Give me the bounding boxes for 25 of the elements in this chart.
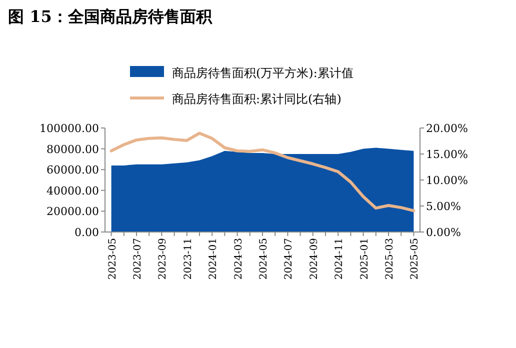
x-tick-label: 2024-03 xyxy=(233,238,244,280)
x-tick-label: 2023-11 xyxy=(182,238,194,280)
y-tick-label: 60000.00 xyxy=(46,164,99,177)
x-tick-label: 2024-05 xyxy=(258,238,270,280)
x-tick-label: 2025-05 xyxy=(410,238,421,280)
y-tick-label: 100000.00 xyxy=(40,122,99,135)
y2-tick-label: 0.00% xyxy=(426,226,461,239)
x-tick-label: 2024-11 xyxy=(334,238,346,280)
x-tick-label: 2024-07 xyxy=(284,238,295,280)
x-tick-label: 2025-03 xyxy=(384,238,396,280)
x-tick-label: 2023-05 xyxy=(107,238,118,280)
y-tick-label: 40000.00 xyxy=(46,184,99,198)
x-tick-label: 2023-09 xyxy=(158,238,169,280)
y-tick-label: 80000.00 xyxy=(46,142,99,156)
x-tick-label: 2023-07 xyxy=(132,238,144,280)
y2-tick-label: 15.00% xyxy=(426,148,468,161)
y2-tick-label: 5.00% xyxy=(426,200,461,213)
y-tick-label: 20000.00 xyxy=(46,205,99,218)
x-tick-label: 2024-09 xyxy=(308,238,320,280)
x-tick-label: 2024-01 xyxy=(208,238,220,280)
y2-tick-label: 20.00% xyxy=(426,122,468,135)
x-tick-label: 2025-01 xyxy=(359,238,370,280)
y-tick-label: 0.00 xyxy=(74,226,99,239)
y2-tick-label: 10.00% xyxy=(426,174,468,187)
title: 图 15：全国商品房待售面积 xyxy=(8,7,212,26)
